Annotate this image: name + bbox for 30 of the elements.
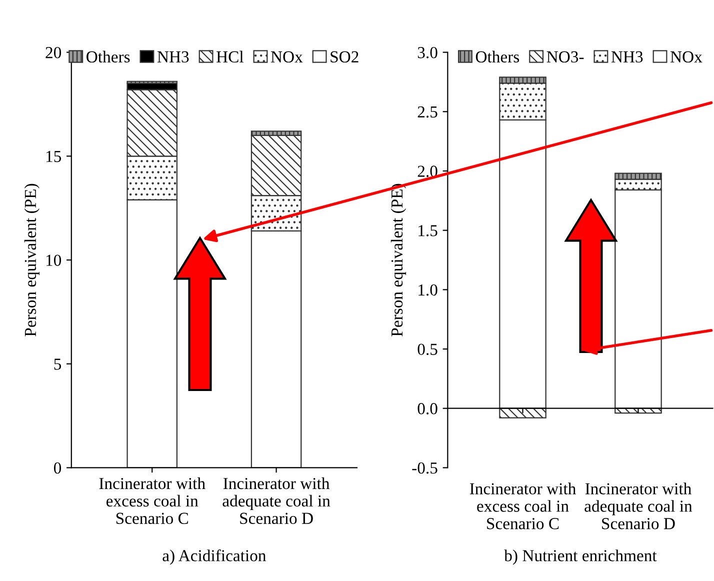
y-tick-label: -0.5 — [412, 462, 438, 474]
y-tick-label: 1.5 — [418, 225, 438, 236]
y-tick-label: 0 — [54, 462, 62, 474]
legend-label: NO3- — [546, 51, 584, 63]
y-tick-label: 1.0 — [418, 284, 438, 296]
y-tick-label: 5 — [54, 358, 62, 370]
y-tick-label: 0.0 — [418, 403, 438, 414]
y-tick-label: 2.5 — [418, 106, 438, 118]
x-tick-label: Incinerator with excess coal in Scenario C — [99, 477, 206, 524]
y-tick-label: 0.5 — [418, 344, 438, 356]
text: b) Nutrient enrichment — [504, 550, 657, 565]
y-tick-label: 2.0 — [418, 166, 438, 177]
text: a) Acidification — [162, 549, 266, 565]
legend-label: HCl — [216, 50, 244, 63]
y-tick-label: 15 — [46, 150, 62, 162]
x-tick-label: Incinerator with adequate coal in Scenario D — [584, 482, 692, 530]
y-tick-label: 3.0 — [418, 46, 438, 58]
legend-label: NH3 — [157, 51, 189, 63]
legend-label: Others — [86, 50, 130, 63]
x-tick-label: Incinerator with excess coal in Scenario C — [470, 482, 576, 530]
x-tick-label: Incinerator with adequate coal in Scenario D — [222, 477, 330, 524]
y-axis-title: Person equivalent (PE) — [24, 184, 40, 336]
legend-label: SO2 — [330, 51, 358, 63]
legend-label: NOx — [270, 51, 303, 63]
legend-label: NOx — [670, 51, 702, 63]
y-tick-label: 20 — [46, 46, 62, 58]
y-axis-title: Person equivalent (PE) — [390, 184, 406, 336]
legend-label: NH3 — [611, 51, 643, 63]
series-label: Others — [476, 50, 520, 63]
y-tick-label: 10 — [46, 254, 62, 266]
